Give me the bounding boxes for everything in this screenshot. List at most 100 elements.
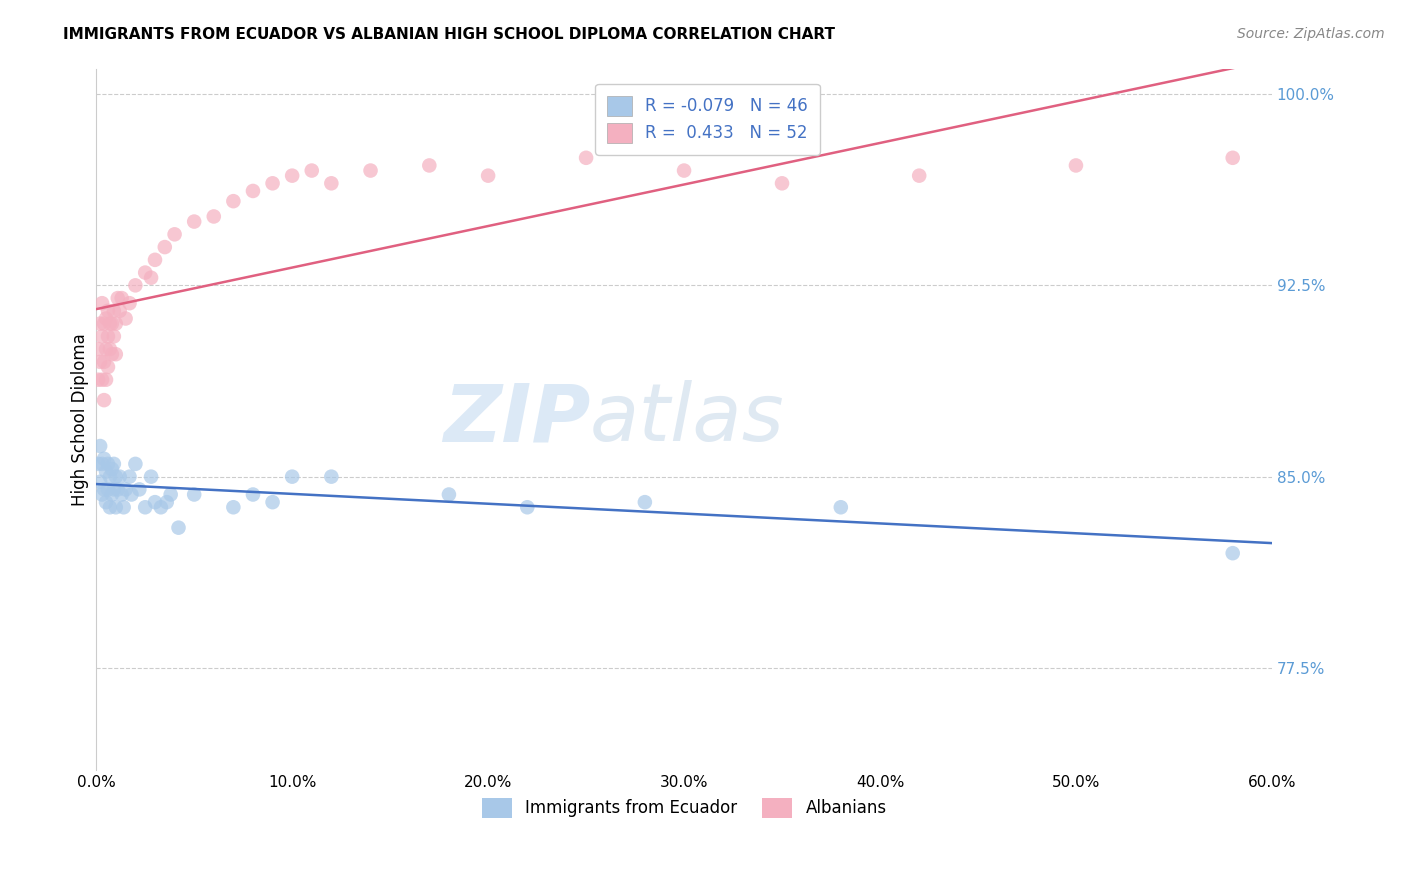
Point [94, 373, 117, 387]
Y-axis label: High School Diploma: High School Diploma [72, 333, 89, 506]
Point [93, 483, 115, 497]
Point [91, 296, 114, 310]
Point [149, 500, 172, 515]
Point [575, 151, 598, 165]
Point [94, 465, 117, 479]
Point [167, 521, 190, 535]
Point [1222, 151, 1244, 165]
Point [89, 439, 111, 453]
Point [97, 457, 120, 471]
Text: Source: ZipAtlas.com: Source: ZipAtlas.com [1237, 27, 1385, 41]
Point [101, 317, 124, 331]
Point [97, 483, 120, 497]
Point [118, 296, 141, 310]
Point [321, 177, 343, 191]
Point [98, 342, 121, 356]
Point [97, 359, 120, 374]
Point [91, 329, 114, 343]
Point [202, 210, 225, 224]
Point [101, 462, 124, 476]
Point [101, 487, 124, 501]
Point [111, 291, 134, 305]
Point [1222, 546, 1244, 560]
Point [93, 317, 115, 331]
Point [118, 469, 141, 483]
Point [91, 457, 114, 471]
Point [97, 329, 120, 343]
Point [87, 342, 110, 356]
Text: IMMIGRANTS FROM ECUADOR VS ALBANIAN HIGH SCHOOL DIPLOMA CORRELATION CHART: IMMIGRANTS FROM ECUADOR VS ALBANIAN HIGH… [63, 27, 835, 42]
Point [143, 495, 166, 509]
Point [222, 194, 245, 209]
Text: ZIP: ZIP [443, 380, 591, 458]
Point [281, 169, 304, 183]
Point [103, 483, 125, 497]
Point [97, 303, 120, 318]
Point [103, 457, 125, 471]
Point [163, 227, 186, 242]
Point [360, 163, 382, 178]
Point [134, 500, 156, 515]
Point [111, 487, 134, 501]
Point [134, 266, 156, 280]
Point [281, 469, 304, 483]
Point [124, 278, 146, 293]
Point [108, 303, 131, 318]
Point [103, 329, 125, 343]
Point [93, 355, 115, 369]
Point [87, 373, 110, 387]
Point [139, 469, 162, 483]
Point [124, 457, 146, 471]
Point [104, 469, 127, 483]
Point [143, 252, 166, 267]
Point [104, 500, 127, 515]
Point [94, 342, 117, 356]
Point [183, 487, 205, 501]
Point [114, 483, 136, 497]
Point [183, 214, 205, 228]
Point [104, 347, 127, 361]
Point [242, 487, 264, 501]
Point [128, 483, 150, 497]
Point [673, 163, 696, 178]
Point [321, 469, 343, 483]
Point [159, 487, 181, 501]
Point [94, 495, 117, 509]
Point [112, 500, 135, 515]
Point [114, 311, 136, 326]
Point [634, 495, 657, 509]
Point [98, 469, 121, 483]
Point [107, 483, 129, 497]
Point [93, 451, 115, 466]
Point [242, 184, 264, 198]
Legend: Immigrants from Ecuador, Albanians: Immigrants from Ecuador, Albanians [475, 791, 893, 825]
Point [89, 317, 111, 331]
Point [107, 291, 129, 305]
Point [262, 495, 284, 509]
Point [262, 177, 284, 191]
Point [153, 240, 176, 254]
Point [103, 303, 125, 318]
Point [156, 495, 179, 509]
Point [1064, 158, 1087, 172]
Point [101, 347, 124, 361]
Point [477, 169, 499, 183]
Point [89, 355, 111, 369]
Point [98, 500, 121, 515]
Point [91, 487, 114, 501]
Point [830, 500, 852, 515]
Point [104, 317, 127, 331]
Point [301, 163, 323, 178]
Point [94, 311, 117, 326]
Point [516, 500, 538, 515]
Point [139, 270, 162, 285]
Point [89, 475, 111, 489]
Point [93, 393, 115, 408]
Point [108, 469, 131, 483]
Point [908, 169, 931, 183]
Point [418, 158, 440, 172]
Point [222, 500, 245, 515]
Point [770, 177, 793, 191]
Point [437, 487, 460, 501]
Text: atlas: atlas [591, 380, 785, 458]
